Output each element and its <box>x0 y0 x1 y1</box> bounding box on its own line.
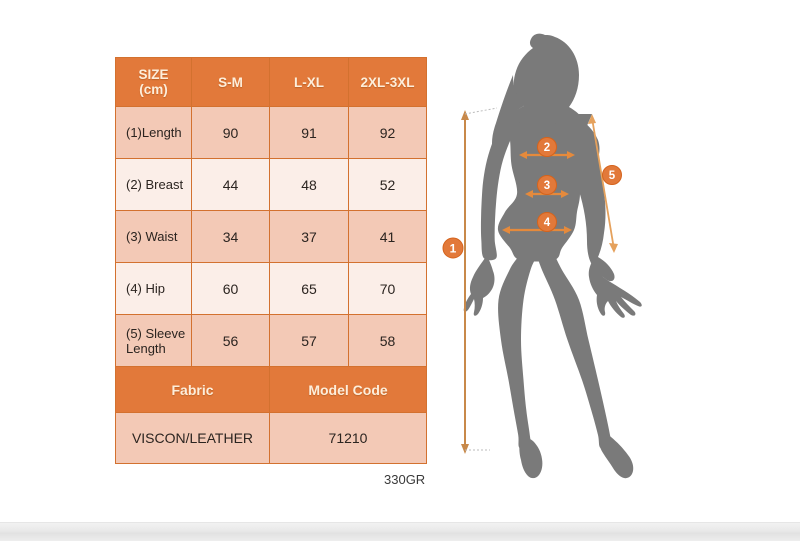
svg-text:4: 4 <box>544 217 551 229</box>
svg-text:3: 3 <box>544 180 550 192</box>
svg-text:1: 1 <box>450 242 457 256</box>
svg-text:2: 2 <box>544 142 550 154</box>
svg-text:5: 5 <box>609 170 616 182</box>
